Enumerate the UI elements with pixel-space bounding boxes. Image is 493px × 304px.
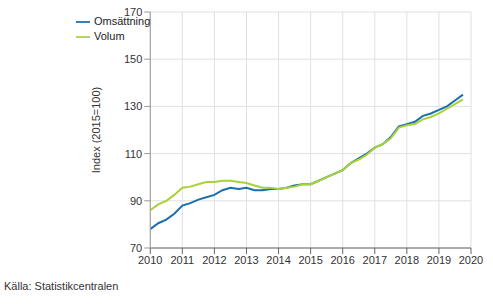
svg-text:2012: 2012 [202, 254, 226, 266]
svg-text:2015: 2015 [298, 254, 322, 266]
svg-text:Index (2015=100): Index (2015=100) [90, 87, 102, 174]
svg-text:110: 110 [125, 148, 143, 160]
svg-text:2013: 2013 [234, 254, 258, 266]
svg-text:70: 70 [130, 242, 142, 254]
svg-text:150: 150 [124, 53, 142, 65]
html-text:Omsättning: Omsättning [94, 15, 151, 27]
svg-text:2010: 2010 [138, 254, 162, 266]
svg-text:2014: 2014 [266, 254, 290, 266]
html-text:Källa: Statistikcentralen: Källa: Statistikcentralen [4, 280, 119, 292]
svg-text:2019: 2019 [427, 254, 451, 266]
svg-text:2016: 2016 [330, 254, 354, 266]
svg-text:170: 170 [124, 6, 142, 18]
svg-text:130: 130 [124, 100, 142, 112]
svg-text:2011: 2011 [170, 254, 194, 266]
svg-text:2017: 2017 [363, 254, 387, 266]
svg-text:90: 90 [130, 195, 142, 207]
html-text:Volum: Volum [94, 30, 125, 43]
svg-text:2020: 2020 [459, 254, 483, 266]
svg-text:2018: 2018 [395, 254, 419, 266]
